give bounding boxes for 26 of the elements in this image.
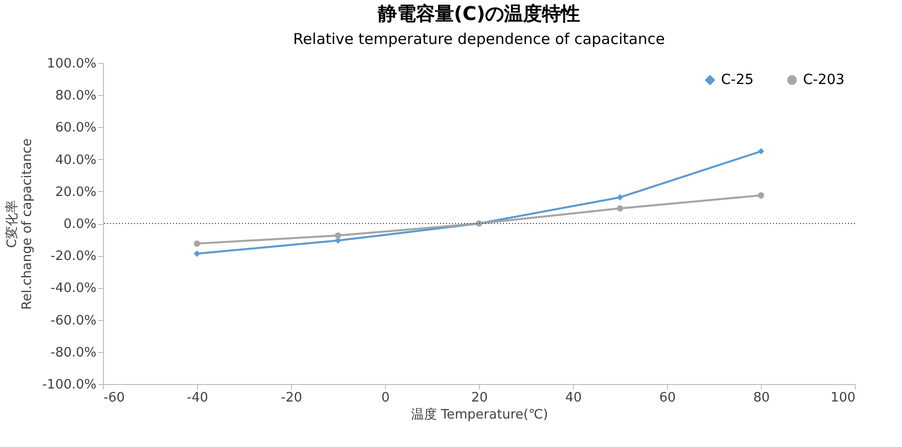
x-tick-label: 40 bbox=[565, 390, 582, 406]
x-tick-label: 0 bbox=[381, 390, 390, 406]
y-tick-label: 20.0% bbox=[55, 184, 96, 200]
y-tick-label: -80.0% bbox=[50, 345, 96, 360]
y-tick-label: -100.0% bbox=[42, 378, 96, 392]
y-tick-label: 60.0% bbox=[55, 120, 96, 136]
x-tick-label: -40 bbox=[186, 390, 208, 406]
x-tick-label: 20 bbox=[471, 390, 488, 406]
legend-label: C-25 bbox=[721, 72, 754, 88]
x-tick-label: 100 bbox=[830, 390, 856, 406]
y-axis-title: C変化率 Rel.change of capacitance bbox=[4, 138, 36, 310]
x-tick-label: -20 bbox=[280, 390, 302, 406]
legend-label: C-203 bbox=[803, 72, 845, 88]
y-tick-label: -40.0% bbox=[50, 281, 96, 296]
chart-subtitle: Relative temperature dependence of capacitance bbox=[293, 30, 665, 48]
x-tick-label: 60 bbox=[659, 390, 676, 406]
x-axis-title: 温度 Temperature(℃) bbox=[410, 406, 548, 422]
x-tick-label: 80 bbox=[753, 390, 770, 406]
x-tick-label: -60 bbox=[104, 390, 125, 406]
y-tick-label: 0.0% bbox=[63, 217, 96, 232]
y-tick-label: -60.0% bbox=[50, 313, 96, 328]
chart-title: 静電容量(C)の温度特性 bbox=[376, 3, 580, 25]
y-tick-label: 80.0% bbox=[55, 88, 96, 104]
y-tick-label: 100.0% bbox=[46, 56, 96, 72]
y-tick-label: 40.0% bbox=[55, 152, 96, 168]
y-tick-label: -20.0% bbox=[50, 249, 96, 264]
